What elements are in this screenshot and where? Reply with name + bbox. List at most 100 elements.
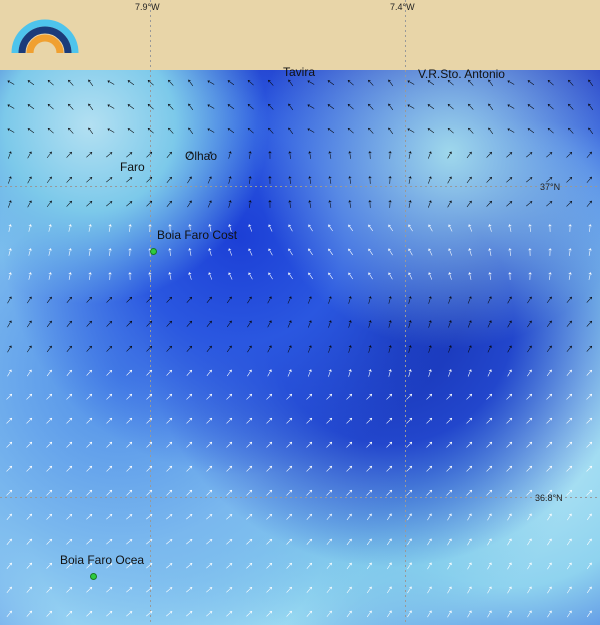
current-vector-arrow: ↑ (23, 76, 37, 89)
current-vector-arrow: ↑ (363, 99, 377, 113)
current-vector-arrow: ↑ (364, 582, 377, 596)
current-vector-arrow: ↑ (323, 124, 337, 137)
current-vector-arrow: ↑ (564, 557, 577, 571)
current-vector-arrow: ↑ (243, 558, 257, 572)
current-vector-arrow: ↑ (503, 413, 517, 427)
current-vector-arrow: ↑ (544, 509, 556, 523)
current-vector-arrow: ↑ (83, 316, 97, 330)
current-vector-arrow: ↑ (23, 606, 37, 620)
current-vector-arrow: ↑ (464, 509, 476, 524)
current-vector-arrow: ↑ (563, 148, 577, 162)
current-vector-arrow: ↑ (163, 437, 177, 451)
current-vector-arrow: ↑ (23, 534, 37, 548)
buoy-marker-faro-coast[interactable] (150, 248, 157, 255)
current-vector-arrow: ↑ (346, 172, 354, 186)
current-vector-arrow: ↑ (283, 413, 297, 427)
current-vector-arrow: ↑ (583, 147, 596, 161)
current-vector-arrow: ↑ (5, 195, 16, 209)
current-vector-arrow: ↑ (503, 124, 518, 136)
current-vector-arrow: ↑ (25, 220, 35, 234)
current-vector-arrow: ↑ (3, 437, 17, 451)
current-vector-arrow: ↑ (163, 292, 177, 306)
current-vector-arrow: ↑ (24, 340, 37, 354)
current-vector-arrow: ↑ (384, 557, 397, 571)
current-vector-arrow: ↑ (365, 292, 375, 306)
current-vector-arrow: ↑ (323, 485, 337, 499)
current-vector-arrow: ↑ (183, 510, 197, 523)
current-vector-arrow: ↑ (524, 316, 537, 330)
current-vector-arrow: ↑ (143, 99, 157, 113)
current-vector-arrow: ↑ (204, 171, 215, 186)
current-vector-arrow: ↑ (183, 534, 197, 547)
current-vector-arrow: ↑ (203, 485, 217, 499)
current-vector-arrow: ↑ (563, 292, 576, 306)
current-vector-arrow: ↑ (143, 75, 157, 89)
current-vector-arrow: ↑ (123, 534, 137, 547)
current-vector-arrow: ↑ (143, 365, 157, 379)
current-vector-arrow: ↑ (463, 413, 477, 427)
current-vector-arrow: ↑ (363, 389, 377, 403)
current-vector-arrow: ↑ (63, 148, 77, 162)
current-vector-arrow: ↑ (544, 557, 556, 571)
current-vector-arrow: ↑ (503, 196, 517, 210)
current-vector-arrow: ↑ (103, 76, 118, 88)
current-vector-arrow: ↑ (326, 147, 335, 161)
current-vector-arrow: ↑ (283, 485, 297, 499)
current-vector-arrow: ↑ (383, 437, 397, 451)
current-vector-arrow: ↑ (405, 292, 415, 306)
current-vector-arrow: ↑ (403, 485, 417, 499)
current-vector-arrow: ↑ (86, 244, 95, 258)
current-vector-arrow: ↑ (584, 509, 597, 523)
current-vector-arrow: ↑ (564, 582, 577, 596)
current-vector-arrow: ↑ (186, 244, 195, 258)
current-vector-arrow: ↑ (284, 364, 295, 379)
current-vector-arrow: ↑ (83, 461, 97, 475)
current-vector-arrow: ↑ (583, 485, 597, 499)
current-vector-arrow: ↑ (346, 196, 354, 210)
current-vector-arrow: ↑ (304, 220, 316, 234)
current-vector-arrow: ↑ (223, 485, 237, 499)
current-vector-arrow: ↑ (563, 99, 577, 113)
current-vector-arrow: ↑ (183, 292, 196, 306)
current-vector-arrow: ↑ (384, 582, 397, 596)
current-vector-arrow: ↑ (123, 606, 137, 619)
current-vector-arrow: ↑ (203, 389, 217, 403)
current-vector-arrow: ↑ (63, 292, 76, 306)
current-vector-arrow: ↑ (103, 124, 118, 136)
current-vector-arrow: ↑ (4, 292, 16, 307)
current-vector-arrow: ↑ (86, 268, 94, 282)
current-vector-arrow: ↑ (3, 461, 17, 475)
current-vector-arrow: ↑ (465, 220, 476, 234)
current-vector-arrow: ↑ (544, 364, 557, 378)
current-vector-arrow: ↑ (324, 244, 337, 258)
current-vector-arrow: ↑ (166, 244, 174, 258)
current-vector-arrow: ↑ (583, 172, 596, 186)
current-vector-arrow: ↑ (445, 268, 455, 282)
current-vector-arrow: ↑ (223, 558, 237, 572)
current-vector-arrow: ↑ (583, 389, 597, 403)
current-vector-arrow: ↑ (443, 99, 457, 113)
current-vector-arrow: ↑ (63, 461, 77, 475)
current-vector-arrow: ↑ (323, 461, 337, 475)
current-vector-arrow: ↑ (83, 365, 97, 379)
current-vector-arrow: ↑ (163, 558, 177, 571)
current-vector-arrow: ↑ (4, 316, 16, 331)
current-vector-arrow: ↑ (43, 147, 56, 161)
current-vector-arrow: ↑ (63, 582, 77, 596)
current-vector-arrow: ↑ (85, 220, 94, 234)
current-vector-arrow: ↑ (203, 606, 217, 619)
current-vector-arrow: ↑ (203, 510, 217, 523)
current-vector-arrow: ↑ (546, 244, 553, 257)
current-vector-arrow: ↑ (205, 268, 216, 282)
current-vector-arrow: ↑ (83, 485, 97, 499)
current-vector-arrow: ↑ (284, 340, 295, 355)
current-vector-arrow: ↑ (486, 268, 494, 282)
current-vector-arrow: ↑ (463, 389, 477, 403)
current-vector-arrow: ↑ (364, 533, 377, 547)
current-vector-arrow: ↑ (323, 76, 337, 89)
buoy-marker-faro-ocean[interactable] (90, 573, 97, 580)
current-vector-arrow: ↑ (344, 268, 357, 282)
current-vector-arrow: ↑ (5, 147, 16, 161)
current-vector-arrow: ↑ (223, 413, 237, 427)
current-vector-arrow: ↑ (283, 437, 297, 451)
